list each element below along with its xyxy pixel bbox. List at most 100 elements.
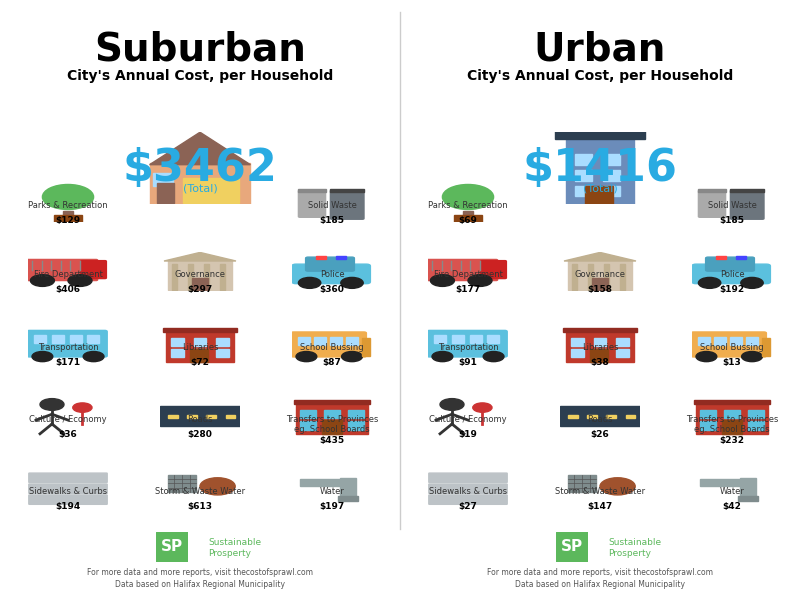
Circle shape — [440, 398, 464, 410]
Bar — [348, 409, 364, 418]
Bar — [52, 335, 64, 343]
Text: $147: $147 — [587, 502, 613, 511]
Text: $19: $19 — [458, 430, 478, 439]
Text: $26: $26 — [590, 430, 610, 439]
Text: SP: SP — [161, 540, 183, 554]
Bar — [606, 415, 616, 418]
Bar — [163, 328, 237, 332]
Bar — [324, 409, 340, 418]
FancyBboxPatch shape — [29, 473, 107, 483]
Bar — [171, 349, 184, 357]
FancyBboxPatch shape — [292, 264, 370, 284]
Text: For more data and more reports, visit thecostofsprawl.com: For more data and more reports, visit th… — [87, 568, 313, 577]
Text: Parks & Recreation: Parks & Recreation — [428, 201, 508, 210]
Text: Solid Waste: Solid Waste — [707, 201, 757, 210]
Bar — [463, 210, 473, 222]
Bar — [187, 415, 197, 418]
Bar — [560, 406, 640, 426]
Text: Sidewalks & Curbs: Sidewalks & Curbs — [429, 487, 507, 496]
Bar — [206, 415, 216, 418]
Bar — [300, 478, 344, 486]
Bar — [70, 335, 82, 343]
FancyBboxPatch shape — [29, 495, 107, 504]
Text: Urban: Urban — [534, 30, 666, 68]
Circle shape — [430, 275, 454, 287]
FancyBboxPatch shape — [730, 191, 764, 219]
Bar — [338, 496, 358, 501]
Polygon shape — [564, 252, 636, 261]
Text: (Total): (Total) — [582, 183, 618, 194]
Text: Suburban: Suburban — [94, 30, 306, 68]
Bar — [586, 186, 614, 204]
Bar — [160, 406, 240, 426]
Text: Storm & Waste Water: Storm & Waste Water — [155, 487, 245, 496]
Circle shape — [42, 185, 94, 210]
Text: Governance: Governance — [174, 270, 226, 279]
Bar — [220, 264, 225, 290]
Bar — [603, 169, 620, 180]
Bar — [555, 131, 645, 139]
Text: Transfers to Provinces
eg. School Boards: Transfers to Provinces eg. School Boards — [286, 415, 378, 434]
Bar — [616, 338, 629, 346]
Bar — [192, 278, 208, 290]
Text: Sustainable
Prosperty: Sustainable Prosperty — [608, 538, 661, 558]
Bar — [300, 409, 316, 418]
Text: Data based on Halifax Regional Municipality: Data based on Halifax Regional Municipal… — [115, 580, 285, 589]
Text: $613: $613 — [187, 502, 213, 511]
Bar — [346, 337, 358, 345]
Text: Fire Department: Fire Department — [434, 270, 502, 279]
FancyBboxPatch shape — [426, 260, 498, 281]
Bar — [294, 400, 370, 404]
Bar — [487, 335, 499, 343]
Circle shape — [68, 275, 92, 287]
Text: $194: $194 — [55, 502, 81, 511]
Bar — [470, 335, 482, 343]
Bar — [575, 186, 592, 197]
Bar — [153, 173, 173, 186]
Circle shape — [298, 278, 321, 288]
Text: Sustainable
Prosperty: Sustainable Prosperty — [208, 538, 261, 558]
Circle shape — [73, 403, 92, 412]
Bar — [603, 154, 620, 165]
Bar — [575, 154, 592, 165]
Bar — [740, 478, 756, 500]
FancyBboxPatch shape — [481, 261, 506, 279]
Bar — [340, 478, 356, 500]
Bar — [434, 335, 446, 343]
FancyBboxPatch shape — [330, 191, 364, 219]
Text: $197: $197 — [319, 502, 345, 511]
Bar — [571, 349, 584, 357]
Circle shape — [432, 352, 453, 362]
Bar — [336, 256, 346, 260]
Circle shape — [200, 478, 235, 495]
Bar — [563, 328, 637, 332]
Bar — [204, 264, 209, 290]
Circle shape — [742, 352, 762, 362]
Bar — [730, 189, 764, 192]
Bar — [604, 264, 609, 290]
Bar — [298, 337, 310, 345]
Bar — [168, 415, 178, 418]
Text: $91: $91 — [458, 358, 478, 367]
Bar — [362, 338, 370, 356]
Text: Police: Police — [320, 270, 344, 279]
Bar — [566, 331, 634, 362]
Text: Libraries: Libraries — [582, 343, 618, 352]
Text: Data based on Halifax Regional Municipality: Data based on Halifax Regional Municipal… — [515, 580, 685, 589]
Bar — [172, 264, 177, 290]
Bar — [296, 403, 368, 434]
Circle shape — [32, 352, 53, 362]
Text: $129: $129 — [55, 216, 81, 225]
Text: $185: $185 — [319, 216, 345, 225]
Text: $297: $297 — [187, 285, 213, 294]
Bar — [298, 189, 326, 192]
Text: School Bussing: School Bussing — [700, 343, 764, 352]
Bar — [603, 186, 620, 197]
Bar — [736, 256, 746, 260]
FancyBboxPatch shape — [291, 332, 366, 357]
Text: $185: $185 — [719, 216, 745, 225]
Text: $1416: $1416 — [522, 147, 678, 191]
Text: $38: $38 — [590, 358, 610, 367]
Bar — [226, 415, 235, 418]
Circle shape — [483, 352, 504, 362]
